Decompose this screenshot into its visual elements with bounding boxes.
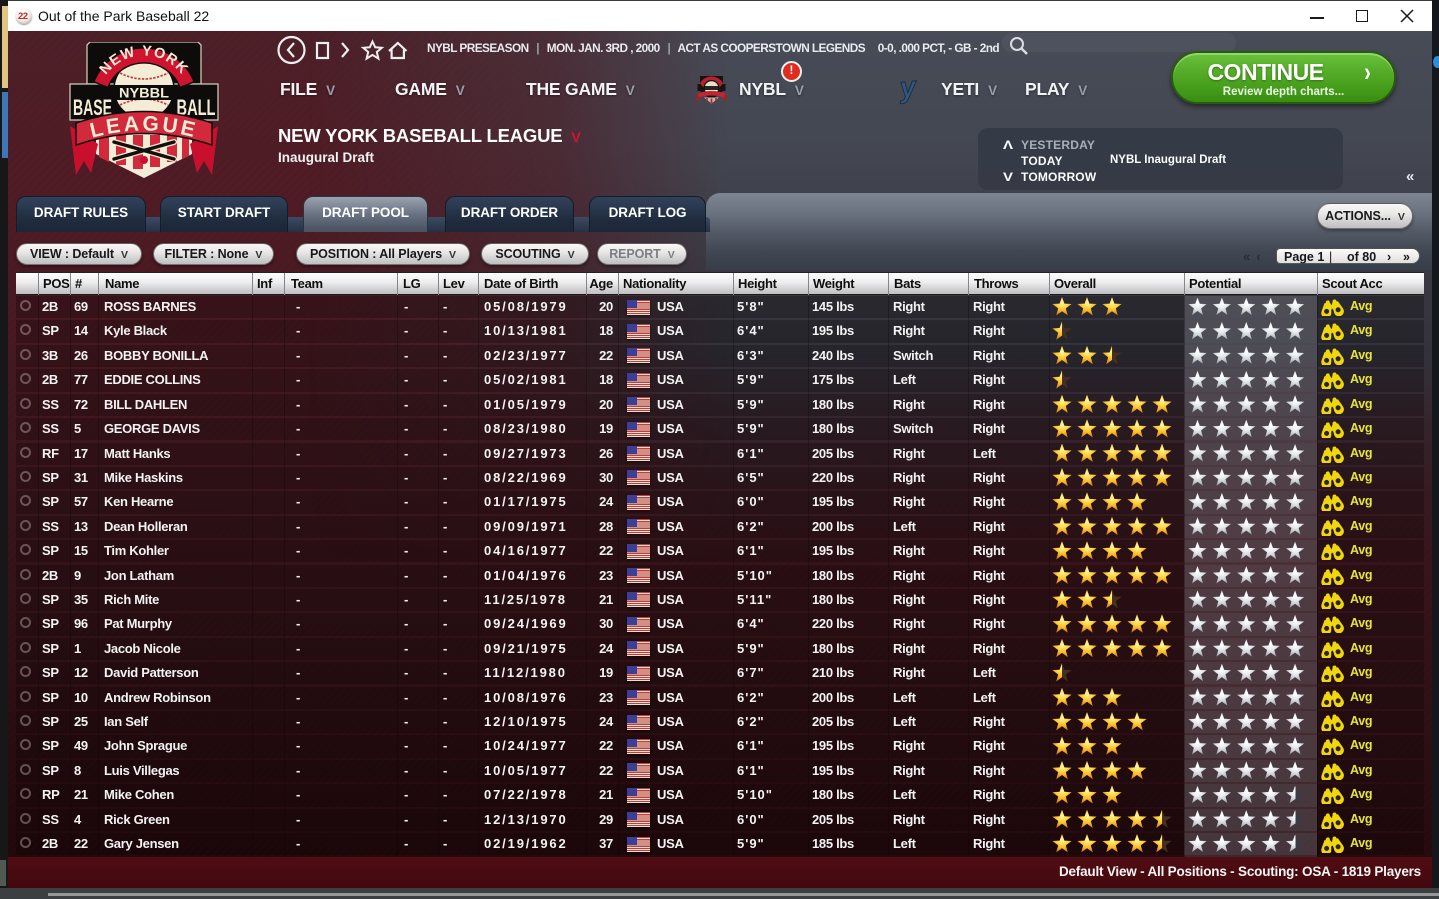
svg-text:NYBBL: NYBBL [119, 85, 169, 101]
